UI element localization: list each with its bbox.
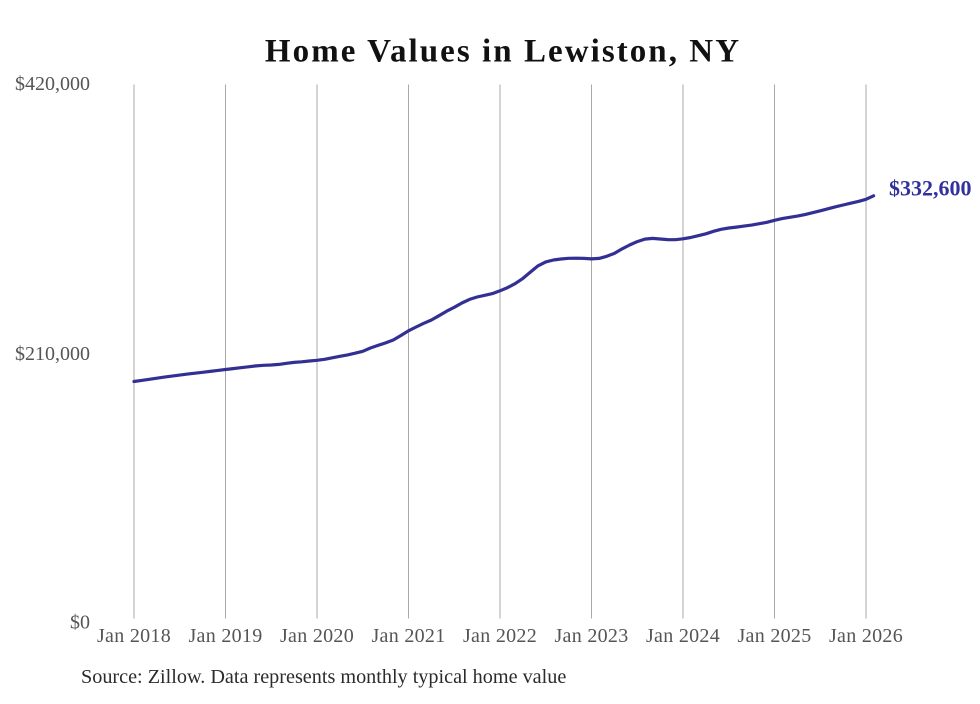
svg-text:$210,000: $210,000 [15, 343, 90, 365]
svg-text:Jan 2020: Jan 2020 [280, 625, 354, 647]
svg-text:$0: $0 [70, 612, 90, 634]
svg-text:Jan 2019: Jan 2019 [188, 625, 262, 647]
svg-text:Jan 2023: Jan 2023 [554, 625, 628, 647]
svg-text:Jan 2024: Jan 2024 [646, 625, 720, 647]
svg-text:Home Values in Lewiston, NY: Home Values in Lewiston, NY [265, 34, 741, 70]
svg-text:Jan 2026: Jan 2026 [829, 625, 903, 647]
svg-text:Jan 2025: Jan 2025 [737, 625, 811, 647]
svg-text:Source: Zillow. Data represent: Source: Zillow. Data represents monthly … [81, 666, 566, 688]
svg-text:$420,000: $420,000 [15, 73, 90, 95]
svg-text:$332,600: $332,600 [889, 176, 972, 201]
svg-text:Jan 2022: Jan 2022 [463, 625, 537, 647]
svg-text:Jan 2018: Jan 2018 [97, 625, 171, 647]
svg-text:Jan 2021: Jan 2021 [371, 625, 445, 647]
